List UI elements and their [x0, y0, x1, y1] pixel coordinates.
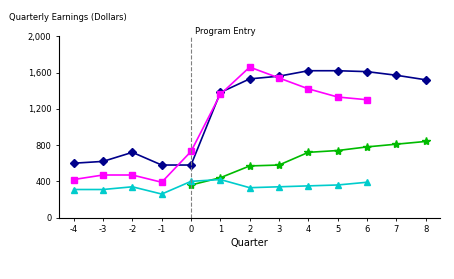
- TWC Noncompleters: [335, 183, 340, 187]
- TWC Completers: [364, 98, 370, 101]
- TWC Noncompleters: [71, 188, 76, 191]
- RSC Completers: [364, 70, 370, 73]
- RSC Completers: [276, 74, 282, 78]
- RSC Noncompleters: [394, 143, 399, 146]
- TWC Completers: [247, 66, 252, 69]
- RSC Completers: [394, 74, 399, 77]
- RSC Noncompleters: [217, 176, 223, 179]
- Line: RSC Noncompleters: RSC Noncompleters: [187, 137, 430, 189]
- RSC Completers: [71, 162, 76, 165]
- TWC Completers: [100, 173, 106, 177]
- Line: RSC Completers: RSC Completers: [71, 68, 429, 168]
- RSC Noncompleters: [423, 140, 429, 143]
- TWC Noncompleters: [188, 180, 194, 183]
- TWC Completers: [159, 181, 164, 184]
- RSC Completers: [423, 78, 429, 81]
- Line: TWC Noncompleters: TWC Noncompleters: [71, 177, 370, 197]
- TWC Noncompleters: [217, 178, 223, 181]
- TWC Completers: [71, 178, 76, 181]
- Text: Quarterly Earnings (Dollars): Quarterly Earnings (Dollars): [10, 13, 127, 22]
- RSC Completers: [130, 151, 135, 154]
- Text: Program Entry: Program Entry: [195, 27, 256, 36]
- RSC Completers: [306, 69, 311, 72]
- RSC Noncompleters: [188, 183, 194, 187]
- TWC Noncompleters: [247, 186, 252, 189]
- TWC Noncompleters: [130, 185, 135, 189]
- RSC Completers: [159, 163, 164, 167]
- RSC Noncompleters: [276, 163, 282, 167]
- TWC Completers: [188, 150, 194, 153]
- RSC Noncompleters: [335, 149, 340, 152]
- RSC Noncompleters: [306, 151, 311, 154]
- TWC Noncompleters: [159, 193, 164, 196]
- RSC Noncompleters: [247, 164, 252, 168]
- TWC Noncompleters: [306, 184, 311, 187]
- RSC Completers: [217, 91, 223, 94]
- RSC Noncompleters: [364, 145, 370, 148]
- RSC Completers: [335, 69, 340, 72]
- TWC Completers: [306, 87, 311, 90]
- RSC Completers: [188, 163, 194, 167]
- TWC Noncompleters: [276, 185, 282, 189]
- TWC Noncompleters: [100, 188, 106, 191]
- TWC Completers: [335, 95, 340, 99]
- Line: TWC Completers: TWC Completers: [71, 64, 370, 185]
- RSC Completers: [247, 77, 252, 81]
- X-axis label: Quarter: Quarter: [231, 239, 269, 248]
- TWC Completers: [130, 173, 135, 177]
- RSC Completers: [100, 160, 106, 163]
- TWC Noncompleters: [364, 181, 370, 184]
- TWC Completers: [276, 76, 282, 80]
- TWC Completers: [217, 93, 223, 96]
